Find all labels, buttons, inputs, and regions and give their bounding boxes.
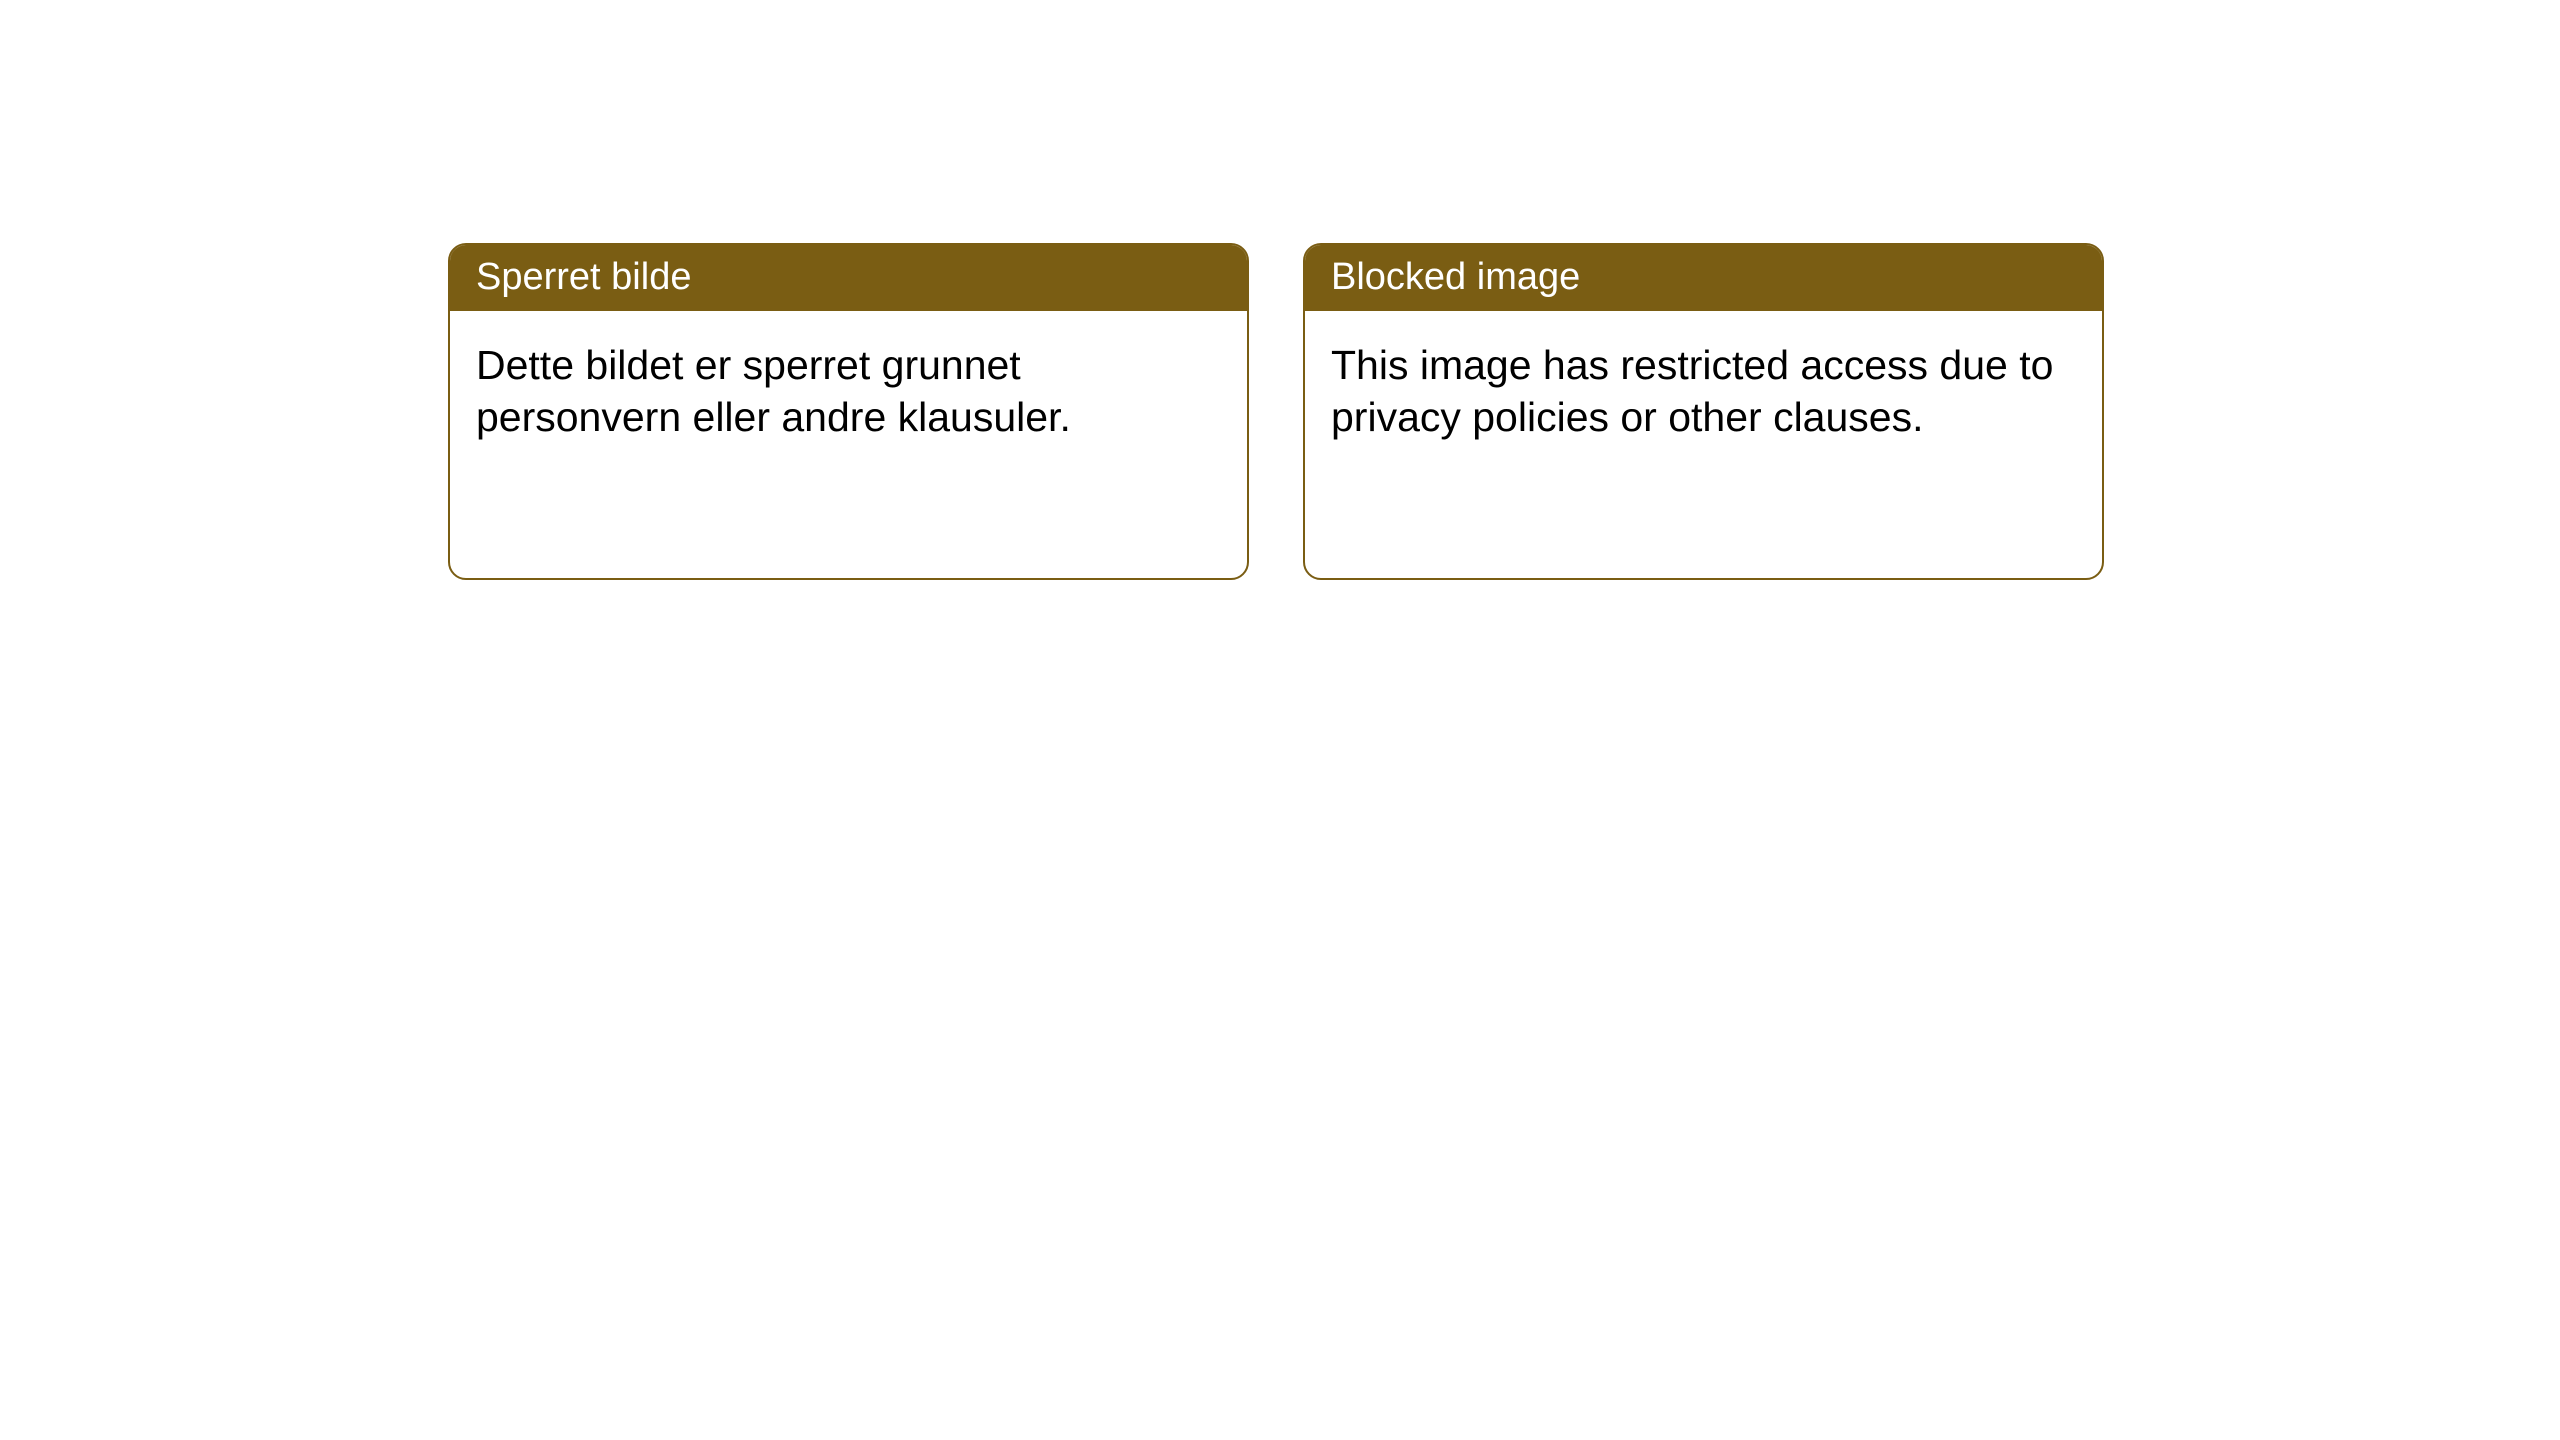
card-title: Sperret bilde — [476, 256, 691, 298]
card-header: Sperret bilde — [450, 245, 1247, 311]
card-title: Blocked image — [1331, 256, 1580, 298]
notice-card-norwegian: Sperret bilde Dette bildet er sperret gr… — [448, 243, 1249, 580]
card-body: Dette bildet er sperret grunnet personve… — [450, 311, 1247, 472]
card-body: This image has restricted access due to … — [1305, 311, 2102, 472]
notice-card-english: Blocked image This image has restricted … — [1303, 243, 2104, 580]
card-body-text: Dette bildet er sperret grunnet personve… — [476, 342, 1071, 440]
notice-cards-container: Sperret bilde Dette bildet er sperret gr… — [448, 243, 2104, 580]
card-body-text: This image has restricted access due to … — [1331, 342, 2053, 440]
card-header: Blocked image — [1305, 245, 2102, 311]
